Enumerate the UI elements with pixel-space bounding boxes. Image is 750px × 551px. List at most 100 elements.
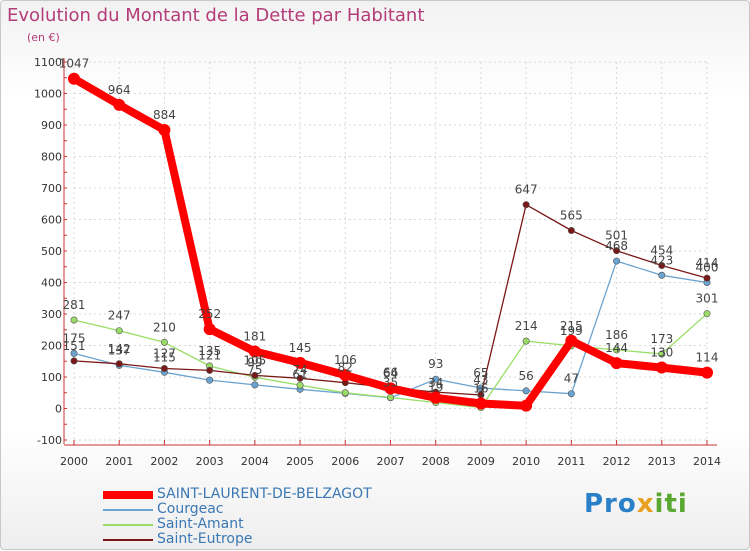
data-point xyxy=(251,371,259,379)
y-tick-label: 900 xyxy=(41,119,62,132)
y-tick-label: 500 xyxy=(41,245,62,258)
data-label: 252 xyxy=(198,307,221,321)
data-point xyxy=(296,381,304,389)
data-label: 247 xyxy=(108,309,131,323)
data-point xyxy=(432,375,440,383)
data-label: 137 xyxy=(108,343,131,357)
x-tick-label: 2009 xyxy=(467,455,495,468)
data-label: 414 xyxy=(696,256,719,270)
x-tick-label: 2003 xyxy=(196,455,224,468)
data-label: 74 xyxy=(292,363,307,377)
data-point xyxy=(613,346,621,354)
data-point xyxy=(296,374,304,382)
x-tick-label: 2004 xyxy=(241,455,269,468)
data-point xyxy=(703,310,711,318)
data-label: 173 xyxy=(650,332,673,346)
data-label: 501 xyxy=(605,229,628,243)
y-tick-label: 100 xyxy=(41,371,62,384)
data-label: 214 xyxy=(515,319,538,333)
data-point xyxy=(658,271,666,279)
data-label: 884 xyxy=(153,108,176,122)
chart-title: Evolution du Montant de la Dette par Hab… xyxy=(7,5,425,26)
data-label: 565 xyxy=(560,209,583,223)
data-label: 93 xyxy=(428,357,443,371)
data-label: 423 xyxy=(650,253,673,267)
data-point xyxy=(703,274,711,282)
data-label: 106 xyxy=(334,353,357,367)
data-label: 65 xyxy=(473,366,488,380)
y-tick-label: 200 xyxy=(41,340,62,353)
data-label: 47 xyxy=(564,372,579,386)
y-tick-label: 600 xyxy=(41,214,62,227)
data-label: 215 xyxy=(560,319,583,333)
data-label: 66 xyxy=(383,366,398,380)
data-label: 82 xyxy=(338,361,353,375)
data-point xyxy=(70,349,78,357)
data-point xyxy=(70,316,78,324)
legend-swatch xyxy=(103,538,153,541)
data-point xyxy=(565,334,578,347)
data-label: 130 xyxy=(650,346,673,360)
legend-label: SAINT-LAURENT-DE-BELZAGOT xyxy=(157,486,372,502)
data-label: 127 xyxy=(153,346,176,360)
legend-label: Saint-Amant xyxy=(157,516,244,532)
data-point xyxy=(522,337,530,345)
x-tick-label: 2002 xyxy=(150,455,178,468)
data-label: 135 xyxy=(198,344,221,358)
data-point xyxy=(522,387,530,395)
data-label: 56 xyxy=(519,369,534,383)
data-label: 647 xyxy=(515,183,538,197)
y-tick-label: 700 xyxy=(41,182,62,195)
legend-item: Saint-Amant xyxy=(103,517,372,532)
legend-label: Saint-Eutrope xyxy=(157,531,253,547)
data-point xyxy=(341,389,349,397)
data-label: 199 xyxy=(560,324,583,338)
legend-swatch xyxy=(103,508,153,511)
data-point xyxy=(160,338,168,346)
data-point xyxy=(68,72,80,85)
data-point xyxy=(658,261,666,269)
data-label: 35 xyxy=(383,375,398,389)
data-point xyxy=(613,257,621,265)
data-label: 181 xyxy=(243,329,266,343)
data-label: 175 xyxy=(63,331,86,345)
x-tick-label: 2000 xyxy=(60,455,88,468)
data-label: 3 xyxy=(477,386,485,400)
data-point xyxy=(613,247,621,255)
data-label: 115 xyxy=(153,350,176,364)
x-tick-label: 2012 xyxy=(603,455,631,468)
data-label: 99 xyxy=(247,355,262,369)
data-label: 16 xyxy=(473,381,488,395)
data-point xyxy=(474,397,487,410)
legend-swatch xyxy=(103,490,153,499)
y-tick-label: -100 xyxy=(37,434,62,447)
data-label: 468 xyxy=(605,239,628,253)
legend-item: SAINT-LAURENT-DE-BELZAGOT xyxy=(103,487,372,502)
data-point xyxy=(294,356,307,369)
y-tick-label: 0 xyxy=(55,403,62,416)
data-label: 144 xyxy=(605,341,628,355)
data-point xyxy=(339,369,352,382)
data-label: 1047 xyxy=(59,57,90,71)
data-point xyxy=(206,376,214,384)
data-label: 43 xyxy=(473,373,488,387)
data-point xyxy=(70,357,78,365)
data-point xyxy=(520,399,533,412)
x-tick-label: 2006 xyxy=(331,455,359,468)
legend-swatch xyxy=(103,523,153,526)
data-point xyxy=(522,201,530,209)
data-point xyxy=(567,227,575,235)
data-point xyxy=(160,364,168,372)
data-label: 301 xyxy=(696,292,719,306)
data-label: 34 xyxy=(428,376,443,390)
data-point xyxy=(384,382,397,395)
data-point xyxy=(113,98,126,111)
legend-item: Saint-Eutrope xyxy=(103,532,372,547)
data-point xyxy=(115,327,123,335)
data-label: 114 xyxy=(696,351,719,365)
data-point xyxy=(251,381,259,389)
y-tick-label: 300 xyxy=(41,308,62,321)
data-point xyxy=(701,366,713,379)
data-point xyxy=(203,323,216,336)
